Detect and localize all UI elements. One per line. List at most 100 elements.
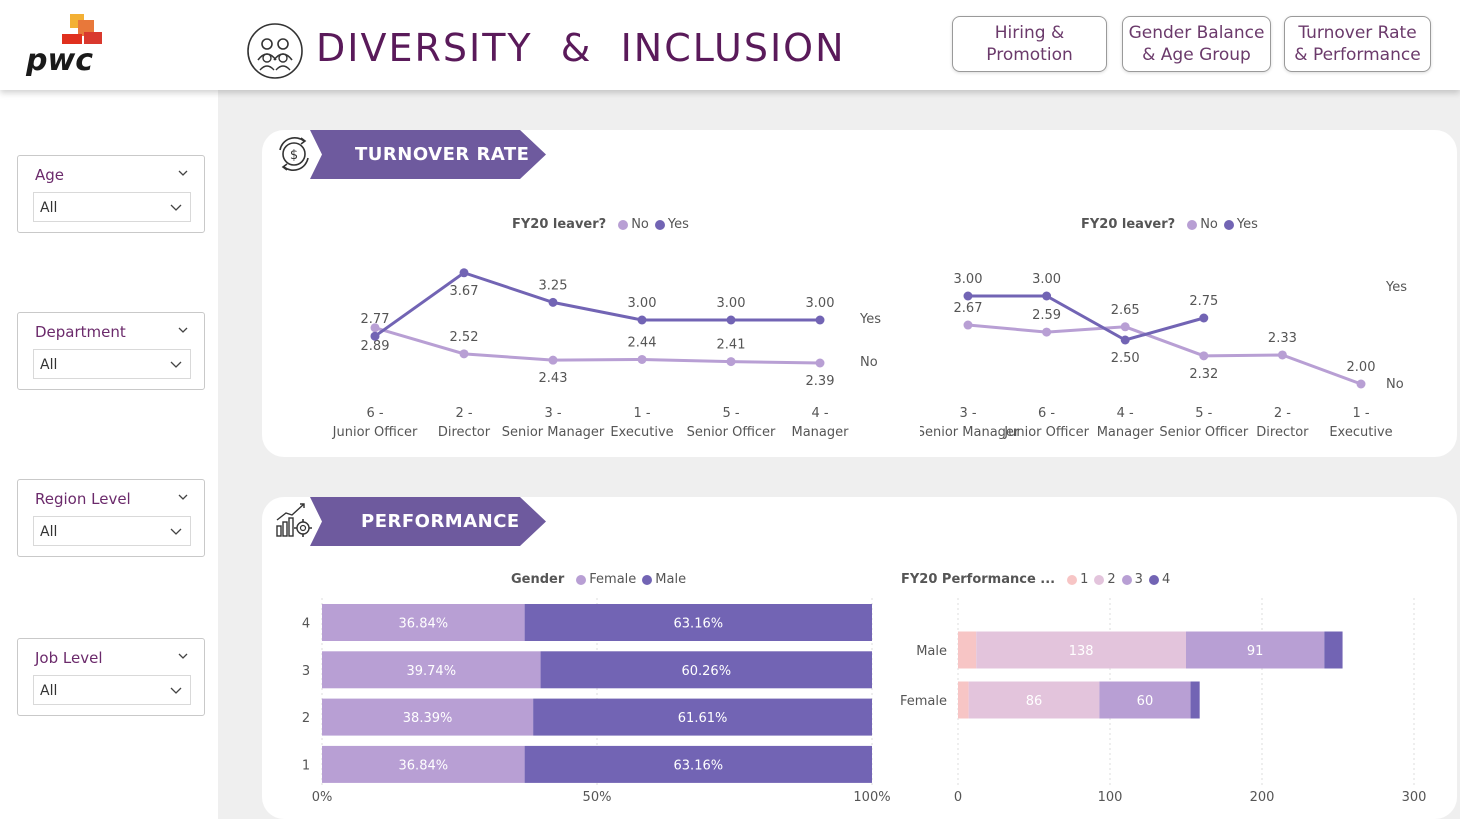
x-tick-label: 50% <box>583 790 612 805</box>
legend-item: Female <box>589 572 637 587</box>
nav-hiring-promotion-button[interactable]: Hiring & Promotion <box>952 16 1107 72</box>
data-label: 63.16% <box>674 758 724 773</box>
data-label: 2.89 <box>361 339 390 354</box>
section-title-performance: PERFORMANCE <box>361 511 520 532</box>
data-point <box>1042 291 1052 301</box>
x-tick-label: 6 - <box>366 406 383 421</box>
x-tick-label: 0% <box>312 790 333 805</box>
section-banner <box>310 130 546 179</box>
x-tick-label: 2 - <box>455 406 472 421</box>
data-label: 3.00 <box>806 296 835 311</box>
x-tick-label: 6 - <box>1038 406 1055 421</box>
data-label: 138 <box>1069 644 1094 659</box>
data-point <box>963 291 973 301</box>
x-tick-label: Manager <box>792 425 850 440</box>
legend-performance: FY20 Performance ... 1 2 3 4 <box>901 572 1170 587</box>
money-cycle-icon: $ <box>279 137 309 171</box>
nav-label-line1: Gender Balance <box>1128 23 1265 43</box>
x-tick-label: 200 <box>1250 790 1275 805</box>
x-tick-label: 1 - <box>633 406 650 421</box>
chevron-down-icon[interactable] <box>178 651 188 661</box>
performance-chart-gear-icon <box>276 503 312 537</box>
nav-label-line2: & Performance <box>1294 45 1421 65</box>
section-banner <box>310 497 546 546</box>
bar-segment-3 <box>1099 681 1191 719</box>
bar-segment-1 <box>958 631 977 669</box>
legend-dot <box>1223 219 1234 230</box>
slicer-department: Department All <box>17 312 205 390</box>
chevron-down-icon <box>170 528 182 535</box>
chevron-down-icon <box>170 687 182 694</box>
slicer-title: Department <box>35 323 126 341</box>
legend-item: Male <box>655 572 687 587</box>
slicer-dropdown[interactable]: All <box>33 192 191 222</box>
data-point <box>637 315 647 325</box>
legend-item: No <box>631 217 649 232</box>
nav-gender-age-button[interactable]: Gender Balance & Age Group <box>1122 16 1271 72</box>
x-tick-label: Junior Officer <box>1003 425 1089 440</box>
data-point <box>1277 350 1287 360</box>
legend-item: 1 <box>1080 572 1089 587</box>
slicer-title: Job Level <box>35 649 103 667</box>
slicer-dropdown[interactable]: All <box>33 675 191 705</box>
data-point <box>370 331 380 341</box>
slicer-job-level: Job Level All <box>17 638 205 716</box>
series-line-no <box>967 323 1362 386</box>
chevron-down-icon[interactable] <box>178 492 188 502</box>
x-tick-label: 4 - <box>1117 406 1134 421</box>
data-label: 60.26% <box>681 664 731 679</box>
legend-gender: Gender Female Male <box>511 572 686 587</box>
data-label: 2.41 <box>717 338 746 353</box>
x-tick-label: Senior Manager <box>502 425 605 440</box>
people-group-icon <box>247 23 303 79</box>
data-point <box>1199 351 1209 361</box>
y-tick-label: 2 <box>302 711 310 726</box>
data-label: 60 <box>1137 694 1154 709</box>
slicer-title: Region Level <box>35 490 131 508</box>
data-label: 2.43 <box>539 371 568 386</box>
legend-dot <box>1148 574 1159 585</box>
data-point <box>548 297 558 307</box>
bar-segment-4 <box>1190 681 1200 719</box>
bar-segment-male <box>524 745 872 783</box>
chevron-down-icon[interactable] <box>178 325 188 335</box>
data-label: 2.00 <box>1347 360 1376 375</box>
legend-turnover-2: FY20 leaver? No Yes <box>1081 217 1258 232</box>
y-tick-label: Male <box>916 644 947 659</box>
data-label: 3.00 <box>628 296 657 311</box>
x-tick-label: Senior Officer <box>687 425 776 440</box>
bar-segment-2 <box>968 681 1100 719</box>
x-tick-label: Junior Officer <box>332 425 418 440</box>
data-point <box>1120 335 1130 345</box>
data-label: 2.59 <box>1032 308 1061 323</box>
data-label: 36.84% <box>399 617 449 632</box>
series-end-label: Yes <box>1385 280 1407 295</box>
x-tick-label: 2 - <box>1274 406 1291 421</box>
data-point <box>637 354 647 364</box>
data-point <box>726 315 736 325</box>
nav-label-line2: Promotion <box>986 45 1073 65</box>
bar-segment-1 <box>958 681 969 719</box>
data-point <box>963 320 973 330</box>
data-point <box>459 349 469 359</box>
bar-segment-male <box>540 651 872 689</box>
legend-dot <box>618 219 629 230</box>
data-label: 2.39 <box>806 374 835 389</box>
data-label: 86 <box>1026 694 1043 709</box>
data-point <box>815 358 825 368</box>
x-tick-label: 1 - <box>1352 406 1369 421</box>
slicer-title: Age <box>35 166 65 184</box>
slicer-dropdown[interactable]: All <box>33 349 191 379</box>
bar-segment-male <box>533 698 872 736</box>
slicer-dropdown[interactable]: All <box>33 516 191 546</box>
x-tick-label: 100 <box>1098 790 1123 805</box>
x-tick-label: 3 - <box>544 406 561 421</box>
chevron-down-icon[interactable] <box>178 168 188 178</box>
x-tick-label: Senior Officer <box>1159 425 1248 440</box>
nav-turnover-performance-button[interactable]: Turnover Rate & Performance <box>1284 16 1431 72</box>
data-label: 3.00 <box>1032 272 1061 287</box>
turnover-line-chart-1: 6 - Junior Officer 2 - Director 3 - Senior Ma… <box>332 268 881 440</box>
legend-item: Yes <box>1236 217 1258 232</box>
x-tick-label: 100% <box>853 790 890 805</box>
chevron-down-icon <box>170 361 182 368</box>
